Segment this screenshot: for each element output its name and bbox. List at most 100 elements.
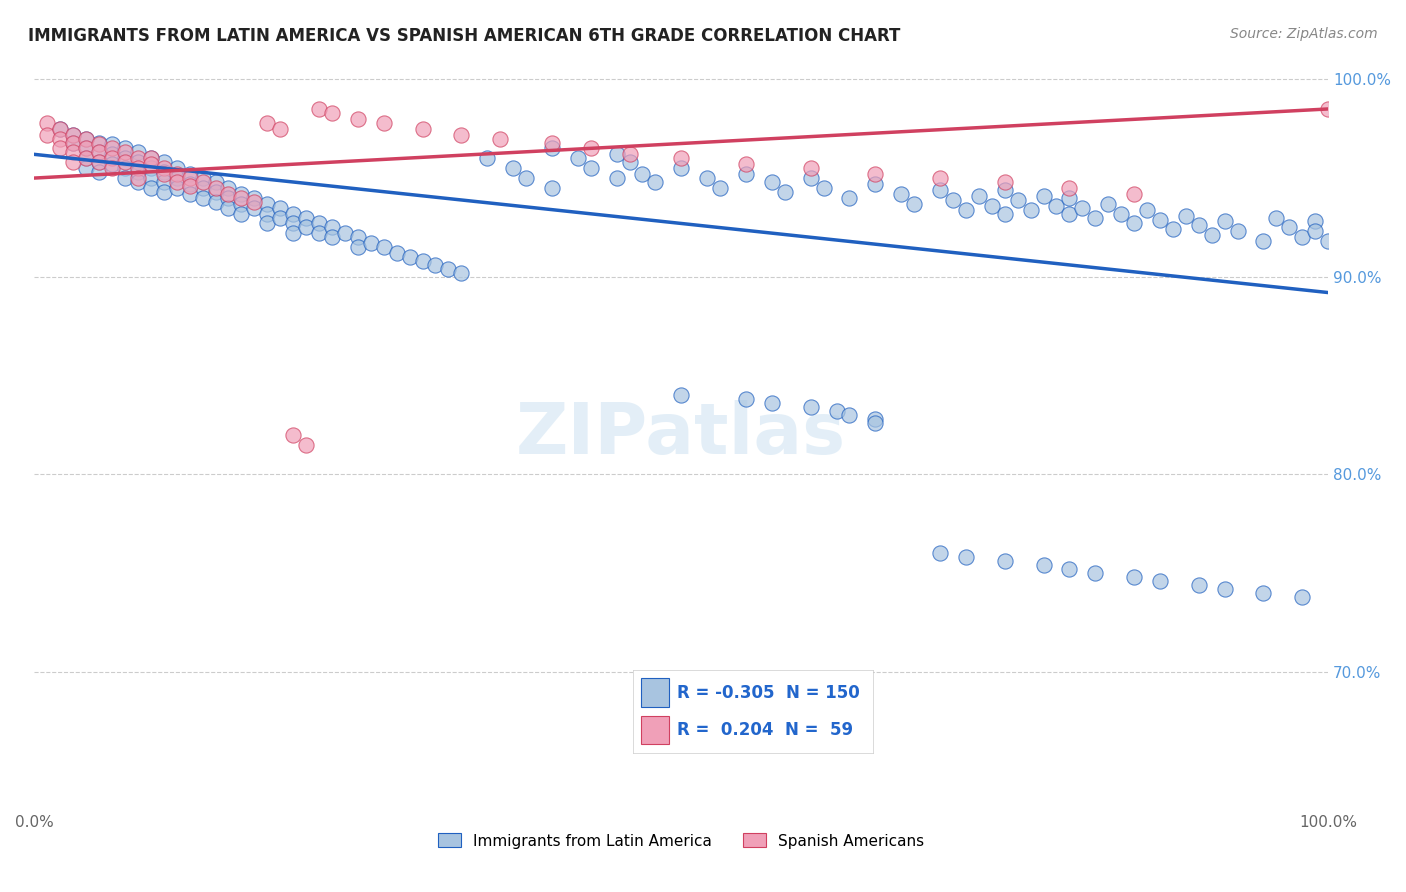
Immigrants from Latin America	[994, 183, 1017, 197]
Immigrants from Latin America	[1109, 206, 1132, 220]
Immigrants from Latin America	[217, 191, 239, 205]
Immigrants from Latin America	[1188, 578, 1211, 592]
Immigrants from Latin America	[1161, 222, 1184, 236]
Immigrants from Latin America	[139, 181, 162, 195]
Immigrants from Latin America	[865, 416, 887, 430]
Immigrants from Latin America	[346, 240, 368, 254]
Spanish Americans	[37, 116, 59, 130]
Spanish Americans	[101, 161, 124, 176]
Immigrants from Latin America	[1084, 211, 1107, 225]
Immigrants from Latin America	[644, 175, 666, 189]
Immigrants from Latin America	[955, 550, 977, 565]
Immigrants from Latin America	[1188, 219, 1211, 233]
Immigrants from Latin America	[87, 165, 110, 179]
Immigrants from Latin America	[1213, 582, 1236, 596]
Immigrants from Latin America	[1059, 191, 1081, 205]
Immigrants from Latin America	[127, 145, 149, 160]
Immigrants from Latin America	[281, 206, 304, 220]
Immigrants from Latin America	[967, 189, 990, 203]
Immigrants from Latin America	[929, 546, 952, 560]
Immigrants from Latin America	[114, 171, 136, 186]
Immigrants from Latin America	[62, 136, 84, 150]
Immigrants from Latin America	[1059, 562, 1081, 576]
Immigrants from Latin America	[152, 185, 174, 199]
Spanish Americans	[281, 427, 304, 442]
Immigrants from Latin America	[994, 554, 1017, 568]
Immigrants from Latin America	[1201, 228, 1223, 243]
Immigrants from Latin America	[243, 191, 266, 205]
Immigrants from Latin America	[373, 240, 395, 254]
Immigrants from Latin America	[1045, 199, 1067, 213]
Immigrants from Latin America	[217, 201, 239, 215]
Immigrants from Latin America	[127, 165, 149, 179]
Immigrants from Latin America	[1226, 224, 1249, 238]
Spanish Americans	[1059, 181, 1081, 195]
Immigrants from Latin America	[139, 161, 162, 176]
Spanish Americans	[541, 136, 564, 150]
Spanish Americans	[373, 116, 395, 130]
Immigrants from Latin America	[606, 171, 628, 186]
Spanish Americans	[179, 171, 201, 186]
Spanish Americans	[321, 106, 343, 120]
Immigrants from Latin America	[139, 171, 162, 186]
Spanish Americans	[62, 155, 84, 169]
Immigrants from Latin America	[1136, 202, 1159, 217]
Immigrants from Latin America	[761, 396, 783, 410]
Immigrants from Latin America	[1071, 201, 1094, 215]
Spanish Americans	[152, 161, 174, 176]
Immigrants from Latin America	[541, 141, 564, 155]
Immigrants from Latin America	[269, 201, 291, 215]
Immigrants from Latin America	[1303, 214, 1326, 228]
Immigrants from Latin America	[101, 137, 124, 152]
Immigrants from Latin America	[1149, 212, 1171, 227]
Immigrants from Latin America	[87, 155, 110, 169]
Spanish Americans	[87, 137, 110, 152]
Immigrants from Latin America	[631, 167, 654, 181]
Immigrants from Latin America	[321, 230, 343, 244]
Immigrants from Latin America	[606, 147, 628, 161]
Immigrants from Latin America	[191, 181, 214, 195]
Immigrants from Latin America	[425, 258, 447, 272]
Immigrants from Latin America	[671, 161, 693, 176]
Spanish Americans	[127, 161, 149, 176]
Immigrants from Latin America	[179, 186, 201, 201]
Immigrants from Latin America	[579, 161, 602, 176]
Immigrants from Latin America	[994, 206, 1017, 220]
Immigrants from Latin America	[412, 254, 434, 268]
Immigrants from Latin America	[1059, 206, 1081, 220]
Immigrants from Latin America	[204, 185, 226, 199]
Spanish Americans	[735, 157, 758, 171]
Spanish Americans	[62, 145, 84, 160]
Spanish Americans	[450, 128, 472, 142]
Spanish Americans	[217, 186, 239, 201]
Immigrants from Latin America	[385, 246, 408, 260]
Immigrants from Latin America	[308, 227, 330, 241]
Immigrants from Latin America	[256, 217, 278, 231]
Immigrants from Latin America	[75, 161, 97, 176]
Immigrants from Latin America	[1007, 193, 1029, 207]
Immigrants from Latin America	[1084, 566, 1107, 580]
Spanish Americans	[489, 131, 512, 145]
Immigrants from Latin America	[980, 199, 1002, 213]
Immigrants from Latin America	[477, 151, 499, 165]
Immigrants from Latin America	[346, 230, 368, 244]
Immigrants from Latin America	[127, 155, 149, 169]
Immigrants from Latin America	[295, 220, 318, 235]
Immigrants from Latin America	[800, 171, 823, 186]
Immigrants from Latin America	[838, 191, 860, 205]
Immigrants from Latin America	[1253, 234, 1275, 248]
Immigrants from Latin America	[1303, 224, 1326, 238]
Immigrants from Latin America	[191, 171, 214, 186]
Immigrants from Latin America	[87, 145, 110, 160]
Immigrants from Latin America	[281, 217, 304, 231]
Spanish Americans	[62, 136, 84, 150]
Spanish Americans	[994, 175, 1017, 189]
Immigrants from Latin America	[360, 236, 382, 251]
Immigrants from Latin America	[256, 196, 278, 211]
Immigrants from Latin America	[1291, 230, 1313, 244]
Spanish Americans	[412, 121, 434, 136]
Immigrants from Latin America	[929, 183, 952, 197]
Spanish Americans	[127, 151, 149, 165]
Text: R =  0.204  N =  59: R = 0.204 N = 59	[676, 721, 852, 739]
Immigrants from Latin America	[231, 186, 253, 201]
